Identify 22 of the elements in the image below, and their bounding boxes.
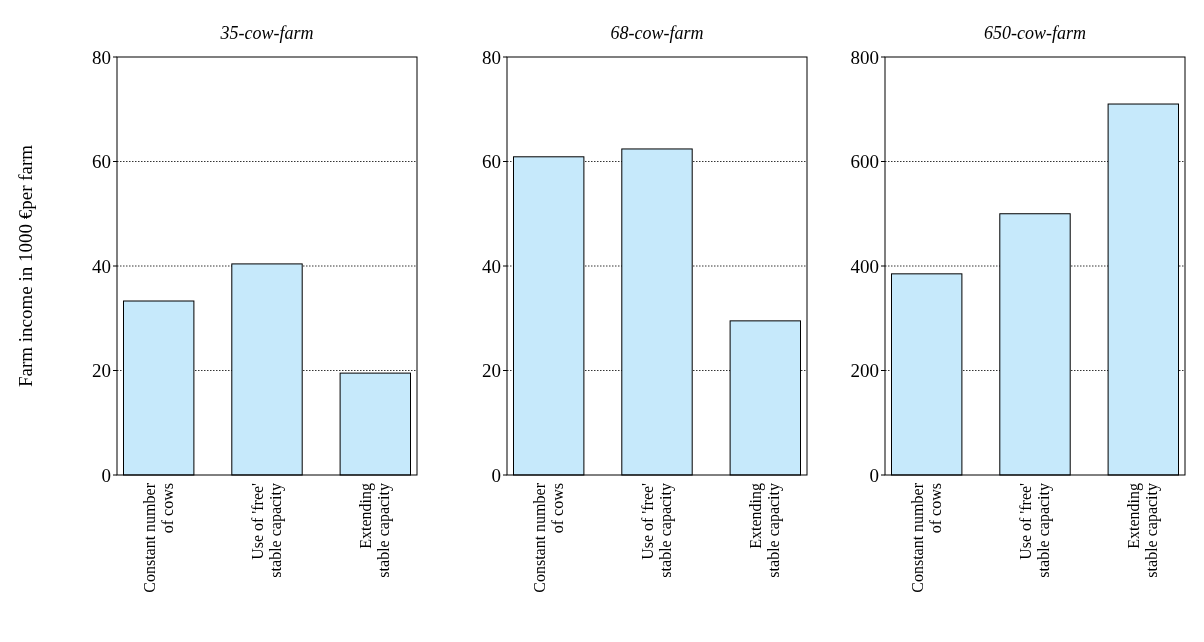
y-tick-label: 200	[850, 360, 879, 382]
y-tick-label: 60	[482, 151, 501, 173]
x-tick-label: Constant number of cows	[908, 482, 944, 593]
y-tick-label: 40	[482, 255, 501, 277]
y-tick-label: 20	[92, 360, 111, 382]
chart-title: 35-cow-farm	[219, 23, 314, 43]
y-axis-title: Farm income in 1000 €per farm	[15, 144, 36, 388]
y-tick-label: 600	[850, 151, 879, 173]
y-tick-label: 400	[850, 255, 879, 277]
chart-title: 650-cow-farm	[984, 23, 1086, 43]
y-tick-label: 80	[92, 46, 111, 68]
y-tick-label: 800	[850, 46, 879, 68]
y-tick-label: 60	[92, 151, 111, 173]
y-tick-label: 80	[482, 46, 501, 68]
y-tick-label: 20	[482, 360, 501, 382]
y-tick-label: 0	[869, 464, 879, 486]
x-tick-label: Constant number of cows	[140, 482, 176, 593]
y-tick-label: 0	[491, 464, 501, 486]
x-tick-label: Constant number of cows	[530, 482, 566, 593]
chart-title: 68-cow-farm	[610, 23, 704, 43]
y-tick-label: 0	[101, 464, 111, 486]
y-tick-label: 40	[92, 255, 111, 277]
